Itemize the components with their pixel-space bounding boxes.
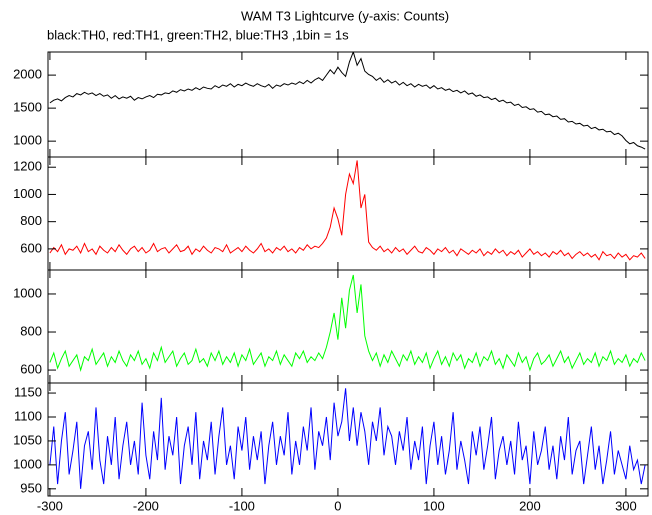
y-tick-label: 1000: [13, 285, 42, 300]
x-tick-label: -100: [229, 498, 255, 513]
y-tick-label: 1100: [14, 408, 42, 423]
x-tick-label: 300: [615, 498, 637, 513]
panel-frame: [47, 269, 649, 384]
x-tick-label: 0: [334, 498, 341, 513]
light-curve: [49, 388, 646, 489]
y-tick-label: 1050: [13, 432, 42, 447]
y-tick-label: 800: [20, 323, 42, 338]
light-curve: [49, 274, 646, 372]
panel-frame: [47, 382, 649, 497]
light-curve: [49, 52, 646, 150]
y-tick-label: 1000: [13, 456, 42, 471]
x-tick-label: -200: [133, 498, 159, 513]
chart-title: WAM T3 Lightcurve (y-axis: Counts): [241, 8, 449, 23]
y-tick-label: 800: [20, 213, 42, 228]
x-tick-label: 200: [519, 498, 541, 513]
x-tick-label: 100: [423, 498, 445, 513]
y-tick-label: 1000: [13, 133, 42, 148]
y-tick-label: 950: [20, 480, 42, 495]
y-tick-label: 1150: [14, 384, 42, 399]
y-tick-label: 2000: [13, 67, 42, 82]
chart-subtitle: black:TH0, red:TH1, green:TH2, blue:TH3 …: [47, 27, 349, 42]
x-tick-label: -300: [37, 498, 63, 513]
light-curve: [49, 160, 646, 261]
y-tick-label: 1500: [13, 100, 42, 115]
y-tick-label: 1000: [13, 186, 42, 201]
y-tick-label: 600: [20, 362, 42, 377]
y-tick-label: 1200: [13, 159, 42, 174]
y-tick-label: 600: [20, 240, 42, 255]
